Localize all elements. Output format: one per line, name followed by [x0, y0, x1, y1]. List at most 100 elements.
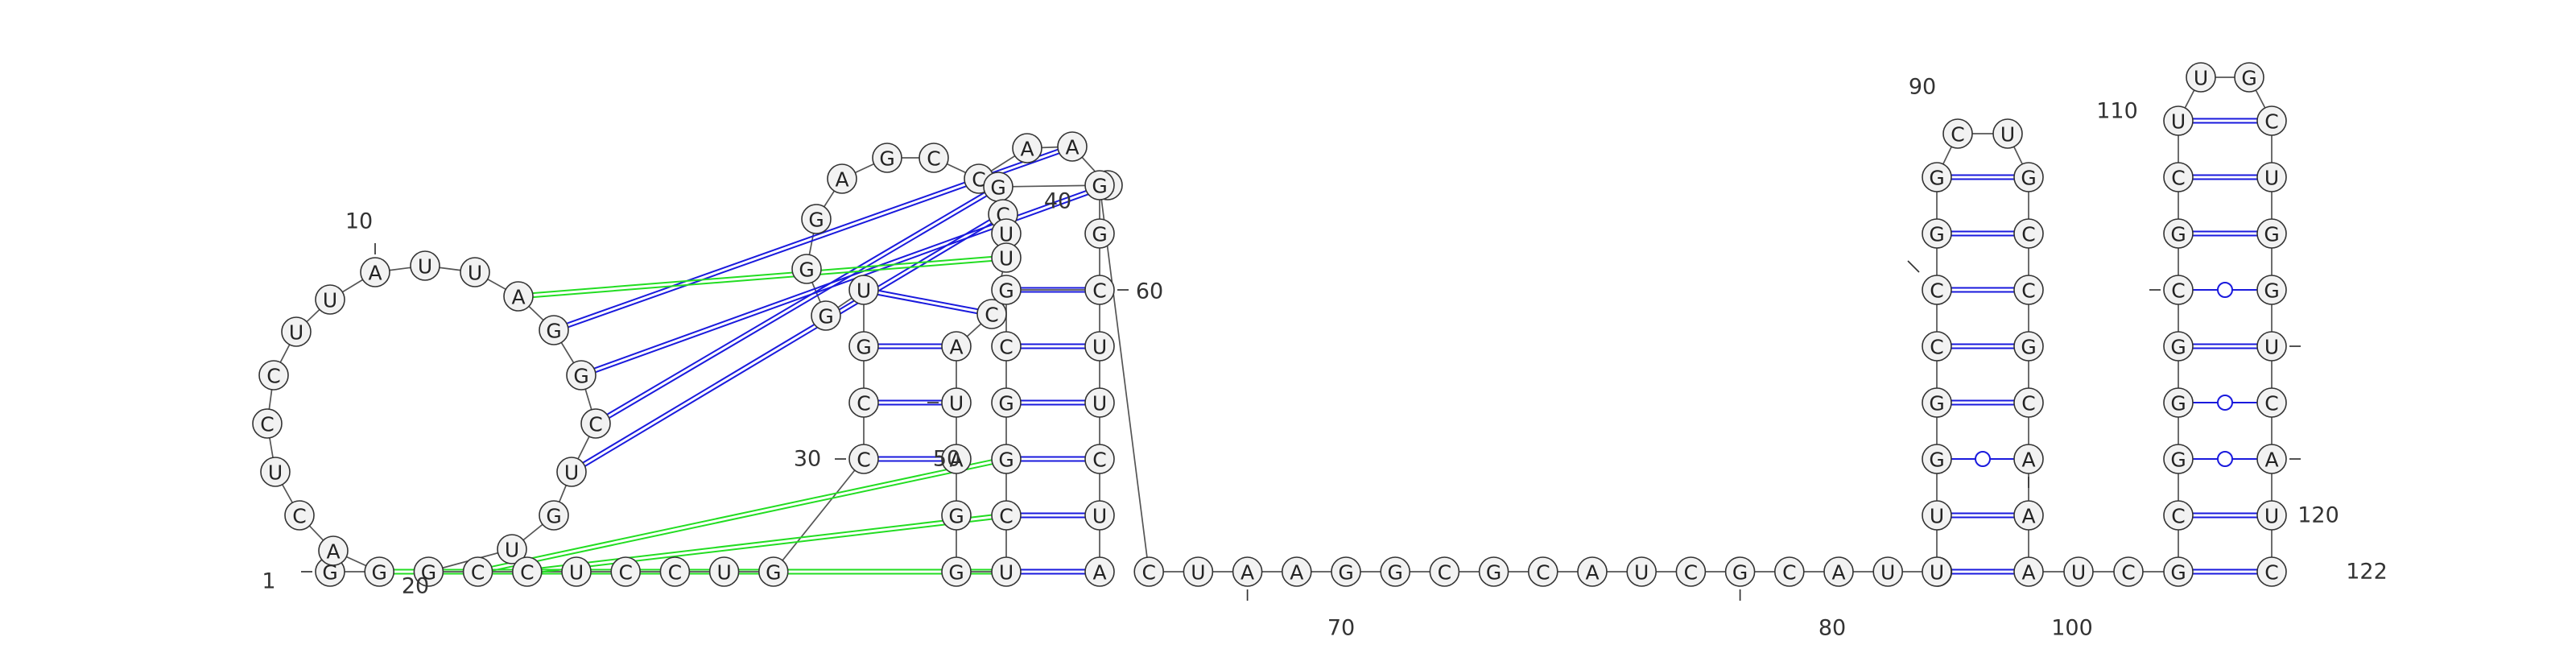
nucleotide-letter: C: [520, 561, 534, 585]
nucleotide: U: [460, 257, 490, 287]
nucleotide-circle: [1577, 556, 1608, 587]
nucleotide-letter: G: [1092, 175, 1107, 198]
nucleotide: U: [1084, 500, 1115, 531]
nucleotide-circle: [659, 556, 691, 587]
nucleotide-circle: [708, 556, 740, 587]
nucleotide-circle: [1084, 170, 1115, 200]
nucleotide: G: [413, 556, 444, 587]
position-label-70: 70: [1327, 616, 1355, 641]
nucleotide-letter: C: [2021, 392, 2035, 415]
nucleotide-circle: [1724, 556, 1756, 587]
nucleotide: C: [2163, 275, 2194, 305]
nucleotide-circle: [511, 556, 543, 587]
nucleotide-circle: [413, 556, 444, 587]
nucleotide: G: [2163, 331, 2194, 362]
nucleotide: U: [848, 275, 879, 305]
nucleotide-letter: G: [998, 392, 1013, 415]
nucleotide-circle: [791, 254, 822, 284]
nucleotide-letter: G: [1929, 392, 1944, 415]
nucleotide: G: [991, 387, 1022, 418]
nucleotide: U: [1922, 556, 1952, 587]
nucleotide-letter: U: [2071, 561, 2086, 585]
nucleotide-letter: U: [418, 255, 432, 279]
nucleotide-circle: [1084, 218, 1115, 249]
nucleotide: U: [410, 250, 440, 281]
nucleotide-letter: U: [1930, 561, 1944, 585]
nucleotide-circle: [2234, 62, 2264, 93]
nucleotide-letter: U: [505, 539, 519, 562]
nucleotide-letter: G: [1929, 449, 1944, 472]
nucleotide: G: [539, 315, 569, 345]
nucleotide-letter: G: [948, 505, 964, 528]
nucleotide: A: [2013, 500, 2044, 531]
nucleotide: U: [708, 556, 740, 587]
nucleotide-circle: [848, 444, 879, 474]
nucleotide-circle: [1331, 556, 1361, 587]
nucleotide-circle: [848, 275, 879, 305]
nucleotide-letter: C: [999, 336, 1013, 359]
nucleotide-letter: C: [2264, 392, 2278, 415]
nucleotide: G: [2256, 275, 2287, 305]
nucleotide-letter: G: [2170, 392, 2186, 415]
nucleotide: C: [659, 556, 691, 587]
nucleotide-circle: [941, 444, 972, 474]
nucleotide: A: [1084, 556, 1115, 587]
nucleotide: A: [1282, 556, 1312, 587]
nucleotide-letter: U: [1634, 561, 1649, 585]
nucleotide-circle: [941, 387, 972, 418]
nucleotide-letter: C: [588, 413, 602, 436]
position-tick-layer: [301, 243, 2301, 601]
nucleotide-circle: [556, 457, 587, 487]
nucleotide: C: [2256, 387, 2287, 418]
nucleotide-letter: U: [1092, 505, 1107, 528]
nucleotide-letter: G: [372, 561, 387, 585]
nucleotide-circle: [991, 500, 1022, 531]
nucleotide-letter: C: [857, 392, 870, 415]
nucleotide: U: [2163, 105, 2194, 136]
nucleotide-letter: G: [1092, 223, 1107, 246]
nucleotide-letter: U: [289, 321, 303, 345]
base-pair-line: [570, 211, 1003, 471]
nucleotide-letter: G: [1388, 561, 1403, 585]
nucleotide-letter: U: [1092, 336, 1107, 359]
nucleotide-circle: [1774, 556, 1805, 587]
position-tick: [1907, 260, 1920, 273]
nucleotide: U: [2256, 162, 2287, 192]
nucleotide-circle: [1057, 131, 1088, 162]
nucleotide-letter: C: [1092, 449, 1106, 472]
nucleotide-letter: C: [999, 505, 1013, 528]
nucleotide-letter: G: [573, 365, 588, 388]
nucleotide-circle: [1084, 500, 1115, 531]
nucleotide-letter: A: [2264, 449, 2278, 472]
nucleotide: C: [919, 143, 949, 173]
nucleotide-circle: [919, 143, 949, 173]
nucleotide-circle: [1823, 556, 1854, 587]
nucleotide: C: [2013, 387, 2044, 418]
nucleotide-circle: [497, 534, 527, 564]
nucleotide-circle: [1133, 556, 1164, 587]
nucleotide: G: [1922, 387, 1952, 418]
nucleotide: C: [991, 331, 1022, 362]
nucleotide-circle: [2256, 105, 2287, 136]
nucleotide: C: [2163, 162, 2194, 192]
nucleotide-letter: C: [1092, 279, 1106, 303]
nucleotide: G: [2256, 218, 2287, 249]
nucleotide: C: [252, 408, 283, 439]
nucleotide: C: [2013, 275, 2044, 305]
nucleotide: U: [281, 316, 312, 347]
position-label-60: 60: [1136, 279, 1163, 304]
nucleotide: G: [991, 444, 1022, 474]
nucleotide-letter: U: [2264, 167, 2279, 190]
position-label-90: 90: [1909, 75, 1936, 100]
nucleotide-circle: [2256, 556, 2287, 587]
nucleotide-circle: [1084, 331, 1115, 362]
nucleotide-circle: [2163, 331, 2194, 362]
nucleotide: C: [462, 556, 493, 587]
nucleotide-circle: [991, 444, 1022, 474]
nucleotide-circle: [2256, 218, 2287, 249]
nucleotide-circle: [2256, 275, 2287, 305]
nucleotide: C: [1675, 556, 1707, 587]
nucleotide: U: [2186, 62, 2216, 93]
nucleotide-circle: [410, 250, 440, 281]
nucleotide: A: [1577, 556, 1608, 587]
